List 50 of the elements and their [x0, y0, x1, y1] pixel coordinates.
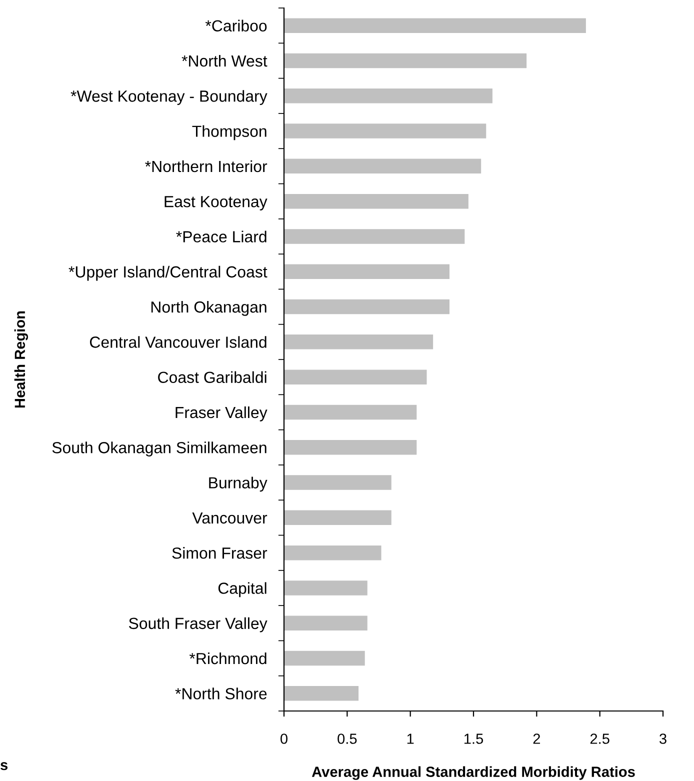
- x-tick-label: 2: [533, 734, 540, 744]
- y-tick-label: South Fraser Valley: [128, 617, 268, 632]
- bar: [284, 686, 359, 701]
- y-axis-title: Health Region: [14, 311, 28, 408]
- x-tick-label: 3: [660, 734, 666, 744]
- y-tick-label: Vancouver: [192, 512, 268, 524]
- y-tick-label: *West Kootenay - Boundary: [70, 90, 268, 105]
- bar: [284, 229, 465, 244]
- bar: [284, 124, 486, 138]
- bar: [284, 299, 450, 314]
- bar: [284, 404, 417, 420]
- bar: [284, 53, 527, 68]
- y-tick-label: Central Vancouver Island: [90, 336, 266, 348]
- bar: [284, 580, 368, 596]
- bar: [284, 475, 392, 490]
- y-tick-label: Thompson: [192, 125, 266, 140]
- x-tick-label: 0: [280, 734, 288, 744]
- x-tick-label: 1: [407, 734, 414, 744]
- bar: [284, 510, 392, 526]
- y-tick-label: East Kootenay: [164, 196, 268, 210]
- text: s: [0, 762, 8, 770]
- y-tick-label: North Okanagan: [151, 300, 266, 316]
- bar: [284, 545, 382, 560]
- y-tick-label: Burnaby: [209, 476, 268, 492]
- bar: [284, 650, 365, 666]
- y-tick-label: *Upper Island/Central Coast: [68, 266, 268, 281]
- y-tick-label: *North Shore: [175, 688, 267, 700]
- bar: [284, 440, 417, 455]
- y-tick-label: Fraser Valley: [176, 406, 268, 422]
- bar: [284, 18, 586, 33]
- bar: [284, 334, 434, 350]
- x-axis-title: Average Annual Standardized Morbidity Ratios: [312, 766, 635, 780]
- y-tick-label: *North West: [182, 54, 268, 67]
- y-tick-label: Capital: [218, 582, 266, 598]
- y-tick-label: South Okanagan Similkameen: [52, 442, 266, 456]
- y-tick-label: *Peace Liard: [176, 230, 266, 242]
- x-tick-label: 0.5: [338, 734, 357, 744]
- y-tick-label: *Cariboo: [205, 20, 267, 32]
- bar: [284, 616, 368, 631]
- y-tick-label: Coast Garibaldi: [158, 371, 266, 384]
- bar: [284, 264, 450, 280]
- bar: [284, 370, 427, 384]
- y-tick-label: *Richmond: [189, 652, 266, 664]
- bar: [284, 194, 468, 209]
- x-tick-label: 2.5: [590, 734, 610, 744]
- x-tick-label: 1.5: [464, 734, 484, 744]
- bar: [284, 158, 482, 174]
- y-tick-label: Simon Fraser: [172, 547, 268, 559]
- bar: [284, 88, 492, 104]
- y-tick-label: *Northern Interior: [145, 160, 268, 172]
